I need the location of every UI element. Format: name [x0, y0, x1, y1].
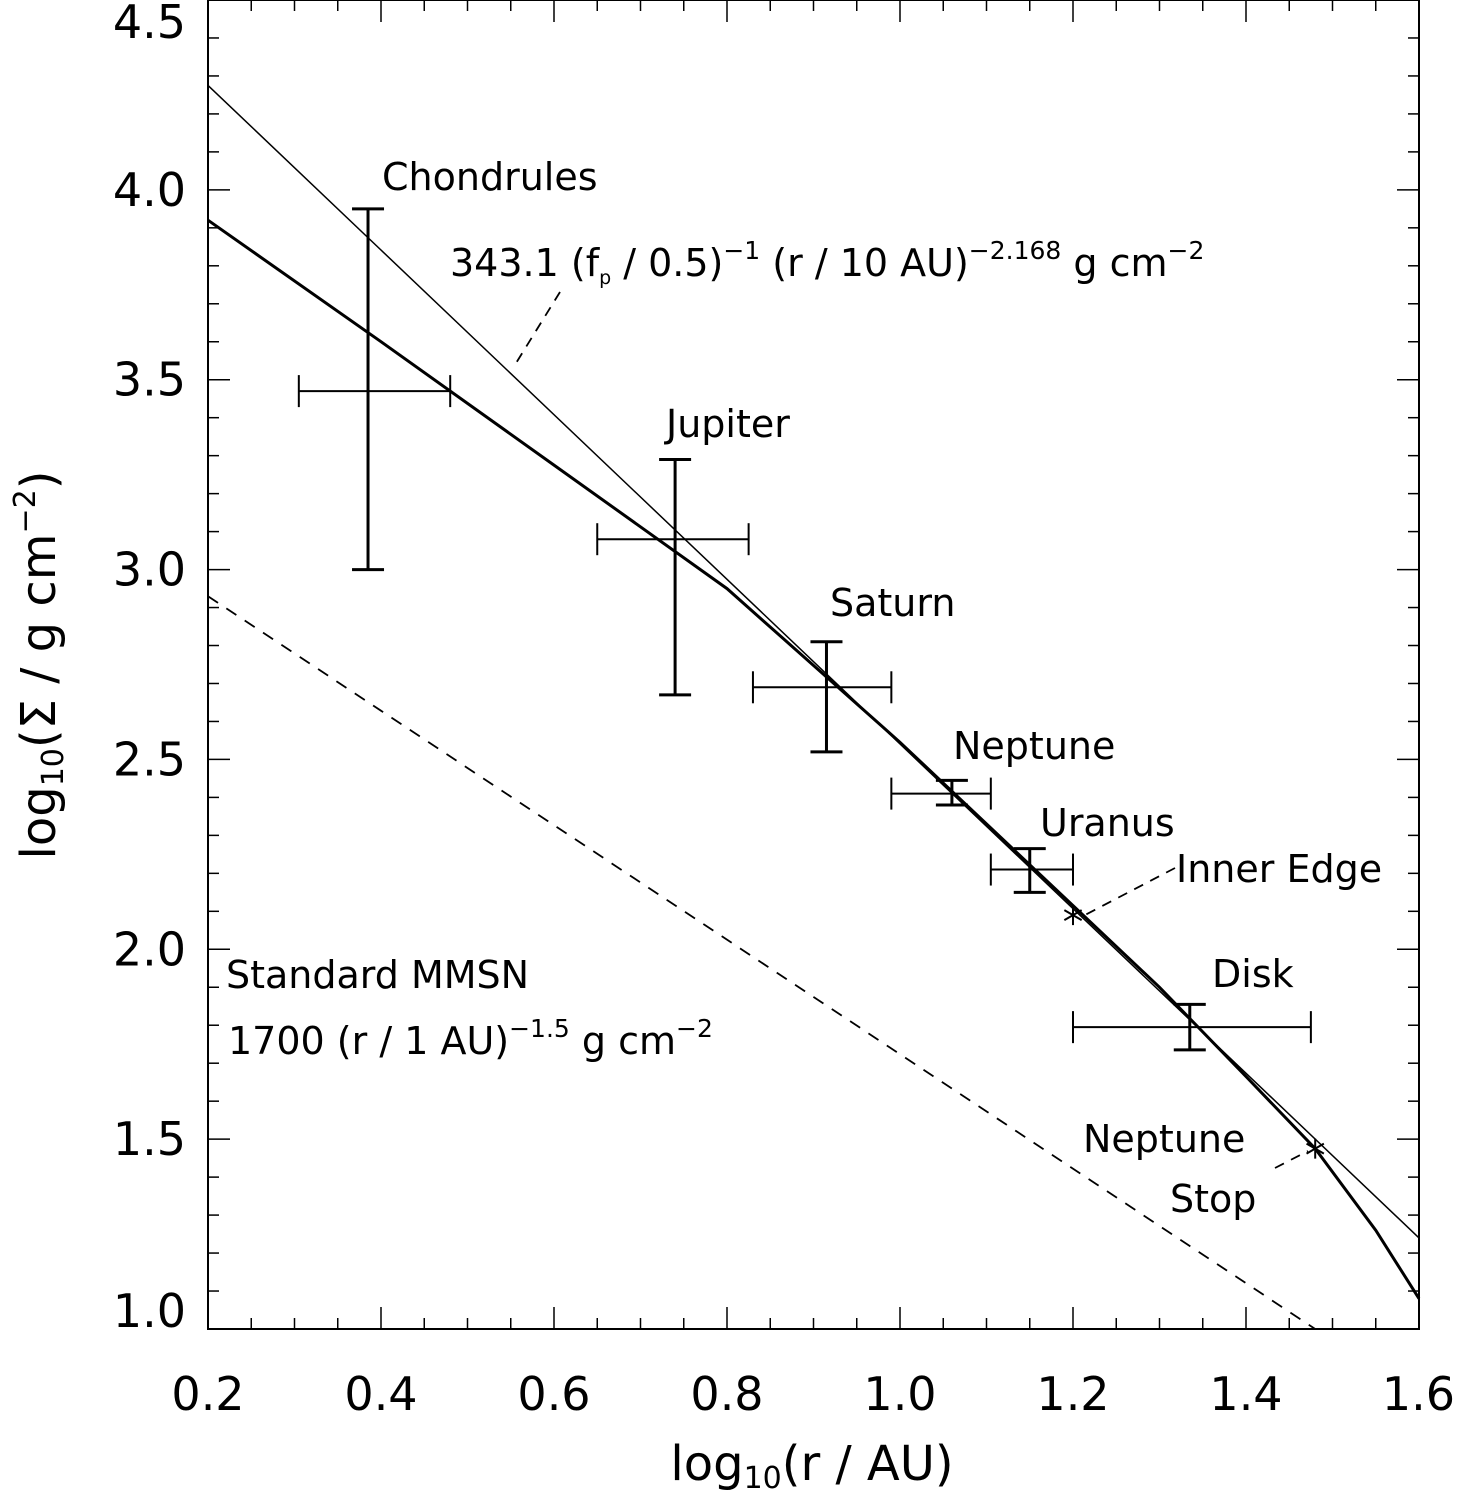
tick-labels: 0.2 0.4 0.6 0.8 1.0 1.2 1.4 1.6 1.0 1.5 2.0 2.5 3.0 3…	[113, 0, 1455, 1421]
series-line-standard-mmsn	[207, 595, 1316, 1330]
x-tick-label: 0.6	[517, 1367, 590, 1421]
x-tick-label: 1.6	[1382, 1367, 1455, 1421]
x-tick-label: 1.4	[1209, 1367, 1282, 1421]
y-tick-label: 1.5	[113, 1112, 186, 1166]
inner-edge-leader	[1084, 867, 1176, 916]
neptune-stop-leader	[1274, 1150, 1309, 1169]
data-point-saturn	[751, 640, 893, 754]
x-tick-label: 1.0	[863, 1367, 936, 1421]
label-disk: Disk	[1212, 952, 1294, 996]
data-point-disk	[1072, 1002, 1312, 1052]
y-tick-label: 4.0	[113, 163, 186, 217]
label-chondrules: Chondrules	[382, 155, 598, 199]
fit-formula: 343.1 (fp / 0.5)−1 (r / 10 AU)−2.168 g c…	[450, 236, 1204, 289]
fit-formula-leader	[512, 291, 561, 369]
x-tick-label: 0.2	[171, 1367, 244, 1421]
label-neptune-stop-2: Stop	[1170, 1177, 1256, 1221]
marker-stroke	[1306, 1142, 1325, 1155]
label-uranus: Uranus	[1040, 801, 1175, 845]
annotations: Chondrules Jupiter Saturn Neptune Uranus…	[226, 155, 1382, 1221]
label-jupiter: Jupiter	[664, 402, 790, 446]
label-mmsn-title: Standard MMSN	[226, 953, 529, 997]
marker-stroke	[1063, 909, 1083, 921]
y-tick-label: 4.5	[113, 0, 186, 49]
x-axis-title: log10(r / AU)	[670, 1436, 953, 1496]
axis-ticks	[207, 0, 1420, 1330]
plot-frame	[207, 0, 1420, 1330]
x-tick-label: 0.4	[344, 1367, 417, 1421]
label-saturn: Saturn	[830, 581, 955, 625]
data-point-chondrules	[297, 207, 452, 572]
data-point-uranus	[989, 847, 1074, 894]
data-points	[297, 207, 1325, 1159]
label-neptune: Neptune	[953, 724, 1115, 768]
x-tick-label: 0.8	[690, 1367, 763, 1421]
y-tick-label: 1.0	[113, 1284, 186, 1338]
y-tick-label: 2.5	[113, 732, 186, 786]
data-point-jupiter	[596, 457, 750, 697]
y-tick-label: 3.0	[113, 543, 186, 597]
label-inner-edge: Inner Edge	[1176, 847, 1382, 891]
y-tick-label: 2.0	[113, 922, 186, 976]
x-tick-label: 1.2	[1036, 1367, 1109, 1421]
annotation-leaders	[512, 291, 1309, 1169]
data-point-neptune	[890, 777, 992, 810]
y-axis-title: log10(Σ / g cm−2)	[8, 471, 71, 860]
label-neptune-stop-1: Neptune	[1083, 1117, 1245, 1161]
y-tick-label: 3.5	[113, 353, 186, 407]
marker-inner-edge	[1063, 905, 1083, 926]
marker-neptune-stop	[1306, 1138, 1325, 1159]
mmsn-formula: 1700 (r / 1 AU)−1.5 g cm−2	[228, 1014, 713, 1063]
